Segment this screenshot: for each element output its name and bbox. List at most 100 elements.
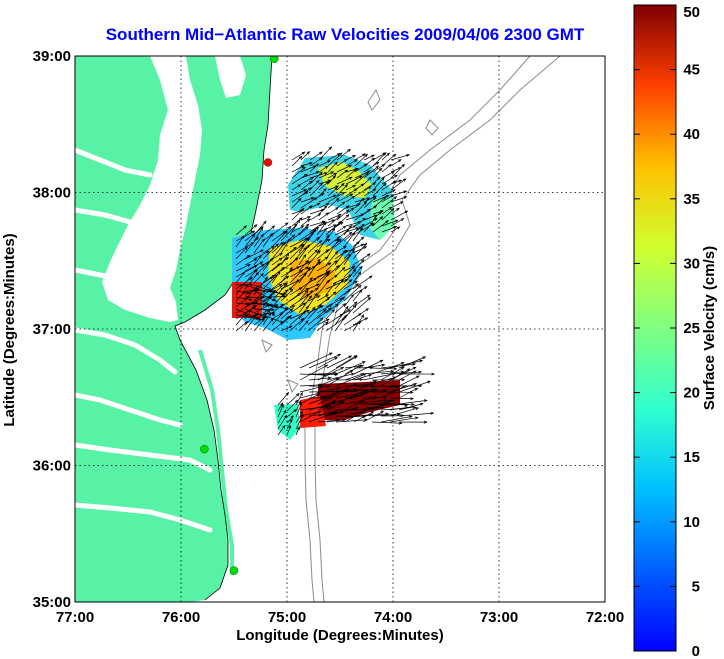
velocity-arrow xyxy=(253,302,278,308)
velocity-arrow-head xyxy=(324,172,328,176)
velocity-arrow xyxy=(286,409,297,418)
velocity-arrow-head xyxy=(299,217,303,221)
velocity-arrow xyxy=(298,237,310,254)
velocity-arrow xyxy=(318,224,337,233)
velocity-arrow-head xyxy=(354,159,358,163)
velocity-arrow xyxy=(352,289,363,302)
velocity-arrow-head xyxy=(381,363,386,367)
velocity-arrow-head xyxy=(333,411,338,415)
velocity-arrow-head xyxy=(368,275,373,279)
velocity-arrow xyxy=(318,165,328,173)
velocity-arrow-head xyxy=(319,383,324,387)
velocity-arrow-head xyxy=(279,252,283,256)
velocity-arrow xyxy=(336,205,350,215)
velocity-arrow xyxy=(336,169,348,179)
velocity-arrow xyxy=(277,404,284,418)
velocity-arrow-head xyxy=(375,161,380,165)
delaware-bay xyxy=(215,56,246,98)
velocity-arrow-head xyxy=(341,401,345,405)
velocity-arrow xyxy=(307,236,320,248)
velocity-arrow-head xyxy=(320,317,324,321)
velocity-arrow xyxy=(371,385,399,388)
velocity-arrow xyxy=(235,235,245,248)
velocity-arrow-head xyxy=(332,291,337,295)
velocity-arrow xyxy=(398,400,427,405)
velocity-arrow-head xyxy=(431,372,436,376)
velocity-arrow-head xyxy=(414,416,419,420)
velocity-arrow xyxy=(298,290,313,308)
velocity-arrow xyxy=(307,317,324,332)
velocity-arrow xyxy=(354,154,368,167)
velocity-arrow-head xyxy=(355,167,360,171)
velocity-arrow-head xyxy=(396,412,401,416)
velocity-arrow xyxy=(334,314,347,332)
velocity-arrow xyxy=(327,161,338,173)
velocity-arrow xyxy=(298,295,312,314)
velocity-arrow-head xyxy=(267,288,272,292)
velocity-arrow xyxy=(271,316,290,332)
velocity-arrow-head xyxy=(411,402,415,406)
velocity-arrow-head xyxy=(379,359,384,363)
velocity-arrow-head xyxy=(317,261,322,265)
velocity-arrow-head xyxy=(261,317,266,322)
velocity-arrow xyxy=(309,221,325,227)
velocity-arrow xyxy=(286,419,293,430)
velocity-arrow xyxy=(298,305,309,320)
velocity-arrow xyxy=(354,172,369,185)
velocity-arrow xyxy=(325,282,336,296)
velocity-arrow-head xyxy=(365,171,369,176)
velocity-arrow xyxy=(344,407,375,417)
velocity-arrow-head xyxy=(385,220,389,224)
velocity-arrow-head xyxy=(281,266,285,271)
velocity-arrow xyxy=(335,415,366,418)
velocity-arrow-head xyxy=(258,254,262,259)
velocity-arrow-head xyxy=(350,293,355,298)
velocity-arrow-head xyxy=(323,227,328,232)
velocity-arrow xyxy=(371,385,393,399)
velocity-arrow-head xyxy=(317,250,321,254)
velocity-arrow-head xyxy=(354,406,359,410)
velocity-arrow-head xyxy=(324,256,329,260)
velocity-arrow-head xyxy=(351,195,356,199)
velocity-arrow-head xyxy=(308,295,313,299)
velocity-arrow xyxy=(253,312,275,316)
velocity-arrow xyxy=(289,244,304,260)
radar-station-marker xyxy=(200,444,209,454)
velocity-arrow xyxy=(289,293,310,308)
velocity-arrow-head xyxy=(299,401,303,406)
velocity-arrow-head xyxy=(378,211,382,215)
velocity-arrow xyxy=(345,175,363,185)
velocity-arrow xyxy=(325,228,335,242)
velocity-arrow-head xyxy=(398,421,403,425)
velocity-arrow xyxy=(344,365,362,375)
velocity-arrow xyxy=(253,304,271,314)
velocity-arrow xyxy=(300,197,318,209)
velocity-arrow-head xyxy=(412,370,417,374)
velocity-arrow-head xyxy=(343,245,347,249)
colorbar xyxy=(633,4,677,652)
velocity-arrow xyxy=(262,274,278,290)
velocity-arrow xyxy=(390,207,400,215)
velocity-arrow-head xyxy=(286,315,291,320)
velocity-arrow xyxy=(286,415,294,424)
velocity-arrow-head xyxy=(368,373,373,377)
velocity-arrow-head xyxy=(253,258,258,262)
velocity-arrow-head xyxy=(243,225,248,229)
velocity-arrow xyxy=(262,246,275,254)
velocity-arrow xyxy=(235,254,250,266)
velocity-arrow-head xyxy=(360,258,365,263)
velocity-arrow-head xyxy=(298,197,302,202)
velocity-arrow xyxy=(308,402,336,411)
velocity-arrow-head xyxy=(260,272,264,277)
x-tick-label: 73:00 xyxy=(480,609,518,626)
velocity-arrow xyxy=(398,375,420,387)
velocity-arrow-head xyxy=(296,426,300,430)
velocity-arrow xyxy=(345,207,355,215)
velocity-arrow-head xyxy=(309,276,313,281)
velocity-arrow-head xyxy=(294,223,298,227)
velocity-arrow-head xyxy=(310,197,315,200)
velocity-arrow xyxy=(327,172,337,179)
velocity-arrow xyxy=(363,188,376,197)
velocity-arrow-head xyxy=(313,227,317,232)
